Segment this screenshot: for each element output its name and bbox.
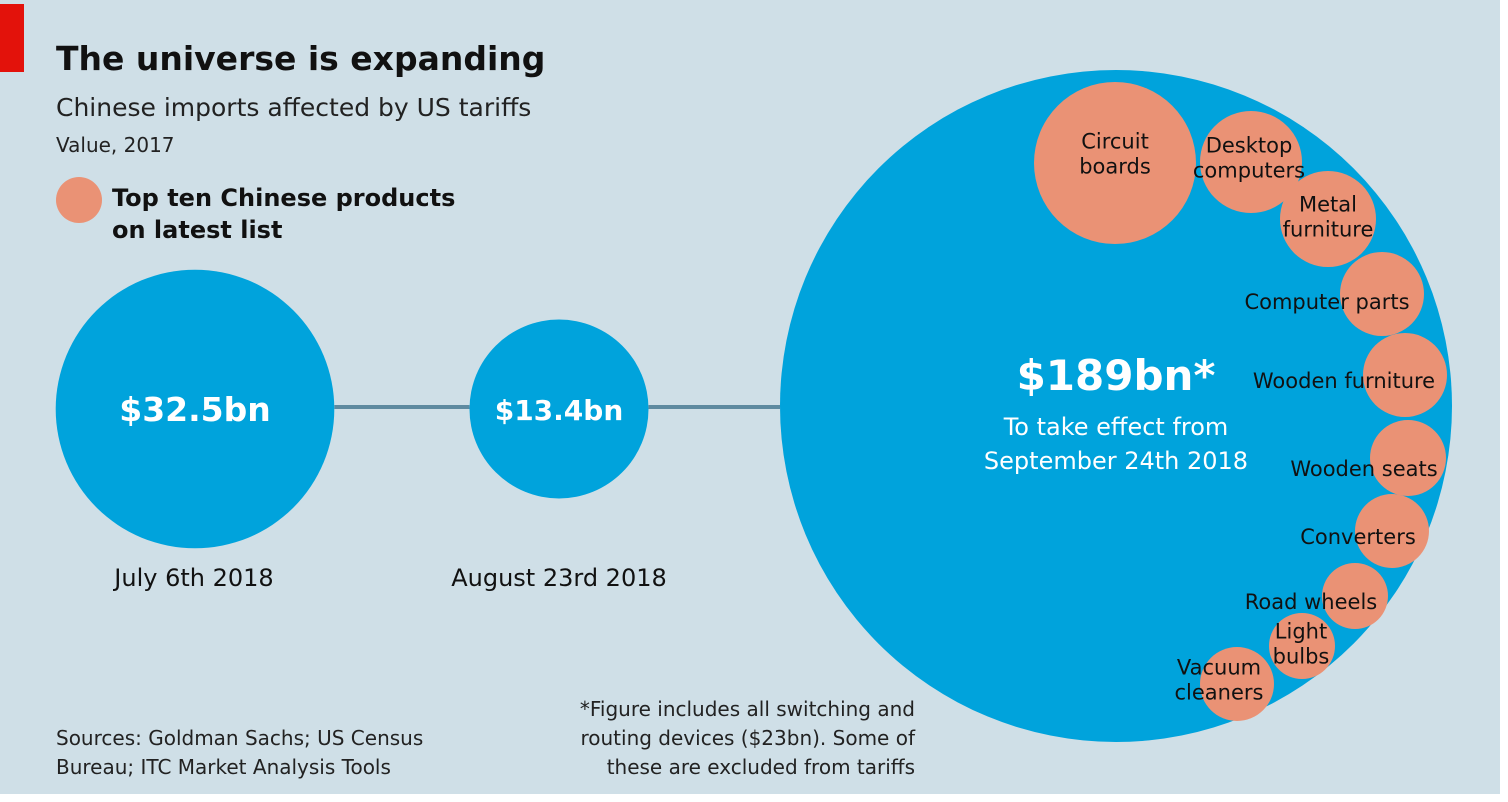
product-label: computers <box>1193 159 1305 183</box>
bubble-label-july: $32.5bn <box>119 390 271 429</box>
product-label: Computer parts <box>1244 290 1409 314</box>
product-label: Circuit <box>1081 130 1149 154</box>
product-circle <box>1370 420 1446 496</box>
date-label-august: August 23rd 2018 <box>451 564 667 592</box>
date-label-july: July 6th 2018 <box>112 564 273 592</box>
product-label: cleaners <box>1175 681 1264 705</box>
footnote-line1: *Figure includes all switching and <box>580 697 915 721</box>
chart-unit: Value, 2017 <box>56 133 175 157</box>
bubble-july <box>55 269 335 549</box>
red-accent-tag <box>0 4 24 72</box>
chart-subtitle: Chinese imports affected by US tariffs <box>56 93 531 122</box>
product-label: bulbs <box>1273 645 1330 669</box>
product-label: Metal <box>1299 193 1357 217</box>
product-circle <box>1322 563 1388 629</box>
footnote-line2: routing devices ($23bn). Some of <box>580 726 915 750</box>
product-label: Desktop <box>1206 134 1293 158</box>
product-circle <box>1269 613 1335 679</box>
sources-line1: Sources: Goldman Sachs; US Census <box>56 726 423 750</box>
legend-swatch <box>56 177 102 223</box>
product-circle <box>1200 111 1302 213</box>
sources-line2: Bureau; ITC Market Analysis Tools <box>56 755 391 779</box>
product-circle <box>1034 82 1196 244</box>
product-label: Vacuum <box>1177 656 1261 680</box>
legend-label-line1: Top ten Chinese products <box>112 184 455 212</box>
legend-label-line2: on latest list <box>112 216 282 244</box>
bubble-label-august: $13.4bn <box>495 394 624 427</box>
effect-note-line2: September 24th 2018 <box>984 447 1248 475</box>
product-label: Road wheels <box>1245 590 1377 614</box>
bubble-august <box>469 319 649 499</box>
product-circle <box>1355 494 1429 568</box>
product-label: Converters <box>1300 525 1416 549</box>
product-label: Light <box>1275 620 1327 644</box>
product-circles <box>1034 82 1447 721</box>
chart-title: The universe is expanding <box>56 39 545 78</box>
product-circle <box>1363 333 1447 417</box>
footnote-line3: these are excluded from tariffs <box>607 755 915 779</box>
product-label: furniture <box>1283 218 1374 242</box>
product-label: Wooden furniture <box>1253 369 1435 393</box>
product-circle <box>1280 171 1376 267</box>
product-circle <box>1340 252 1424 336</box>
product-circle <box>1200 647 1274 721</box>
bubble-label-september: $189bn* <box>1017 351 1216 400</box>
product-label: Wooden seats <box>1290 457 1437 481</box>
product-label: boards <box>1079 155 1151 179</box>
effect-note-line1: To take effect from <box>1003 413 1229 441</box>
